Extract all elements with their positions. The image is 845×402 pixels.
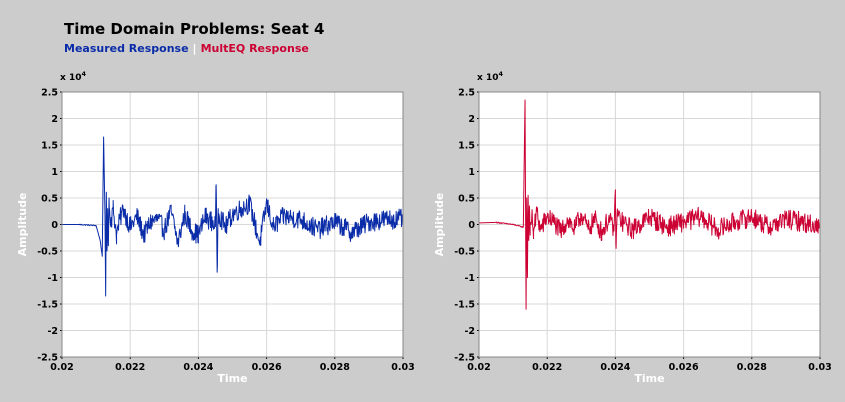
y-tick-label: 1 xyxy=(51,167,58,178)
y-tick-label: 1 xyxy=(468,167,475,178)
y-tick-label: -2.5 xyxy=(454,353,475,364)
legend-measured: Measured Response xyxy=(64,42,189,55)
x-axis-label: Time xyxy=(217,372,247,385)
x-tick-label: 0.026 xyxy=(669,362,699,373)
x-tick-label: 0.028 xyxy=(320,362,350,373)
y-axis-label: Amplitude xyxy=(16,193,29,257)
y-axis-label: Amplitude xyxy=(433,193,446,257)
y-tick-label: 0.5 xyxy=(41,194,58,205)
y-tick-label: 1.5 xyxy=(458,141,475,152)
x-tick-label: 0.024 xyxy=(183,362,213,373)
y-tick-label: -2 xyxy=(464,326,475,337)
legend-multeq: MultEQ Response xyxy=(200,42,309,55)
y-tick-label: -2.5 xyxy=(37,353,58,364)
series-line xyxy=(478,99,821,310)
chart-title: Time Domain Problems: Seat 4 xyxy=(64,20,325,38)
chart-panel-1: 2.5 2 1.5 1 0.5 0 -0.5 -1 -1.5 -2 -2.50.02 0.022 0.0… xyxy=(16,70,415,385)
y-tick-label: 2.5 xyxy=(458,88,475,99)
y-tick-label: -0.5 xyxy=(37,247,58,258)
y-tick-label: 0 xyxy=(51,220,58,231)
y-tick-label: 0.5 xyxy=(458,194,475,205)
x-tick-label: 0.03 xyxy=(808,362,831,373)
y-tick-label: 2 xyxy=(51,114,58,125)
x-tick-label: 0.022 xyxy=(532,362,562,373)
y-multiplier: x 104 xyxy=(477,70,503,83)
y-tick-label: -2 xyxy=(47,326,58,337)
x-tick-label: 0.03 xyxy=(391,362,414,373)
x-axis-label: Time xyxy=(634,372,664,385)
plot-frame xyxy=(478,91,821,358)
x-tick-label: 0.022 xyxy=(115,362,145,373)
x-tick-label: 0.026 xyxy=(252,362,282,373)
y-tick-label: -1.5 xyxy=(37,300,58,311)
y-tick-label: -1.5 xyxy=(454,300,475,311)
x-tick-label: 0.024 xyxy=(600,362,630,373)
series-line xyxy=(61,136,404,297)
x-tick-label: 0.02 xyxy=(467,362,490,373)
legend: Measured Response | MultEQ Response xyxy=(64,42,309,55)
y-multiplier: x 104 xyxy=(60,70,86,83)
y-tick-label: 2 xyxy=(468,114,475,125)
x-tick-label: 0.028 xyxy=(737,362,767,373)
y-tick-label: 1.5 xyxy=(41,141,58,152)
legend-separator: | xyxy=(192,42,197,55)
x-tick-label: 0.02 xyxy=(50,362,73,373)
y-tick-label: -1 xyxy=(464,273,475,284)
y-tick-label: -0.5 xyxy=(454,247,475,258)
y-tick-label: 0 xyxy=(468,220,475,231)
chart-panel-2: 2.5 2 1.5 1 0.5 0 -0.5 -1 -1.5 -2 -2.50.02 0.022 0.0… xyxy=(433,70,832,385)
y-tick-label: 2.5 xyxy=(41,88,58,99)
plot-frame xyxy=(61,91,404,358)
y-tick-label: -1 xyxy=(47,273,58,284)
